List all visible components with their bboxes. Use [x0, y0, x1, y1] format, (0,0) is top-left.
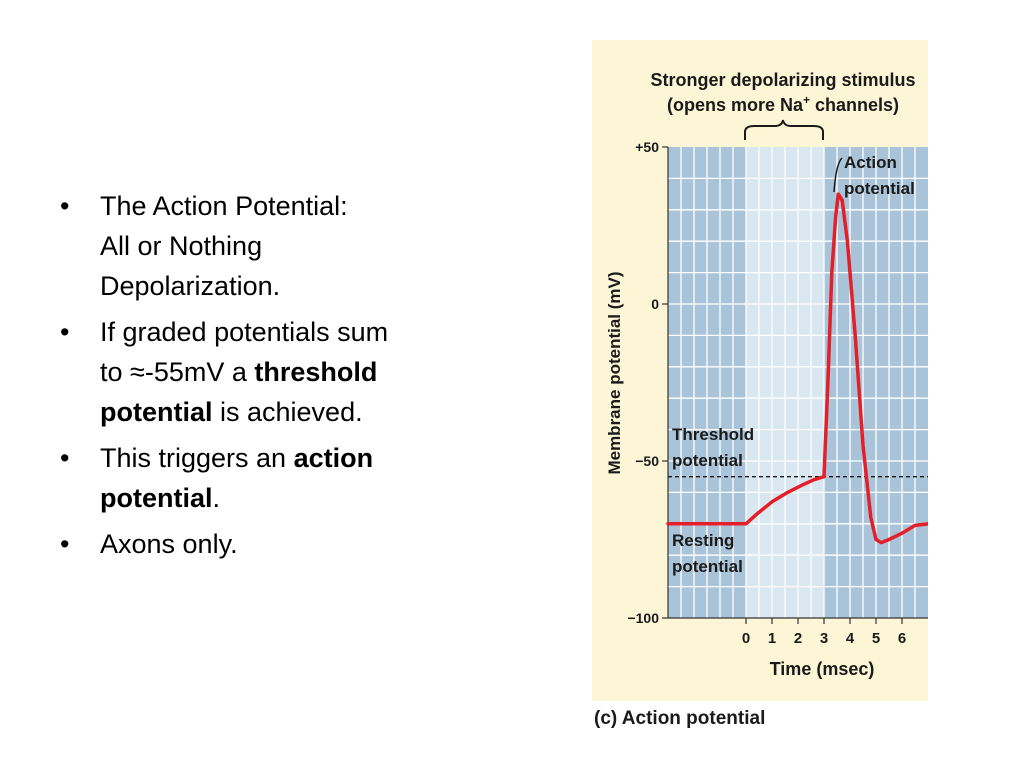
bullet-bold: threshold: [254, 357, 378, 387]
x-tick-label: 0: [742, 630, 750, 647]
bullet-text: to ≈-55mV a: [100, 357, 255, 387]
annotation-text: potential: [672, 557, 743, 576]
y-tick-label: −50: [635, 453, 659, 469]
annotation-action-potential: Action potential: [833, 153, 915, 198]
annotation-threshold: Threshold potential: [672, 425, 754, 470]
bullet-bold: potential: [100, 483, 213, 513]
stimulus-bracket: [744, 119, 824, 140]
bullet-dot: •: [60, 317, 70, 347]
bullet-dot: •: [60, 529, 70, 559]
action-potential-chart: Stronger depolarizing stimulus (opens mo…: [605, 70, 928, 679]
x-tick-label: 1: [768, 630, 776, 647]
annotation-text: Threshold: [672, 425, 754, 444]
bullet-bold: action: [293, 443, 374, 473]
bullet-text: is achieved.: [212, 397, 363, 427]
y-tick-label: −100: [627, 610, 659, 626]
bullet-text: All or Nothing: [100, 231, 263, 261]
annotation-text: potential: [672, 451, 743, 470]
x-axis-label: Time (msec): [770, 659, 875, 679]
bullet-dot: •: [60, 191, 70, 221]
chart-title-line2: (opens more Na+ channels): [667, 93, 899, 115]
figure-caption: (c) Action potential: [594, 708, 766, 729]
bullet-item: • Axons only.: [58, 524, 478, 564]
annotation-leader: [833, 157, 843, 193]
y-axis-label: Membrane potential (mV): [605, 271, 624, 474]
bullet-item: • The Action Potential: All or Nothing D…: [58, 186, 478, 306]
bullet-item: • This triggers an action potential.: [58, 438, 478, 518]
bullet-text: Axons only.: [100, 529, 238, 559]
bullet-text: .: [212, 483, 221, 513]
bullet-dot: •: [60, 443, 70, 473]
x-tick-label: 3: [820, 630, 828, 647]
bullet-list: • The Action Potential: All or Nothing D…: [58, 186, 478, 570]
y-tick-label: +50: [635, 139, 659, 155]
x-tick-label: 5: [872, 630, 880, 647]
plot-area: +50 0 −50 −100 0 1 2 3 4 5 6: [627, 139, 928, 647]
action-potential-figure: Stronger depolarizing stimulus (opens mo…: [592, 40, 928, 701]
annotation-text: Action: [844, 153, 897, 172]
bullet-text: This triggers an: [100, 443, 294, 473]
x-tick-label: 4: [846, 630, 855, 647]
annotation-text: Resting: [672, 531, 734, 550]
chart-title-line1: Stronger depolarizing stimulus: [650, 70, 915, 90]
bullet-bold: potential: [100, 397, 213, 427]
x-tick-label: 6: [898, 630, 906, 647]
bullet-text: The Action Potential:: [100, 191, 348, 221]
x-tick-label: 2: [794, 630, 802, 647]
bullet-text: Depolarization.: [100, 271, 281, 301]
membrane-potential-line: [666, 192, 928, 545]
bullet-item: • If graded potentials sum to ≈-55mV a t…: [58, 312, 478, 432]
annotation-text: potential: [844, 179, 915, 198]
annotation-resting: Resting potential: [672, 531, 743, 576]
bullet-text: If graded potentials sum: [100, 317, 389, 347]
y-tick-label: 0: [651, 296, 659, 312]
